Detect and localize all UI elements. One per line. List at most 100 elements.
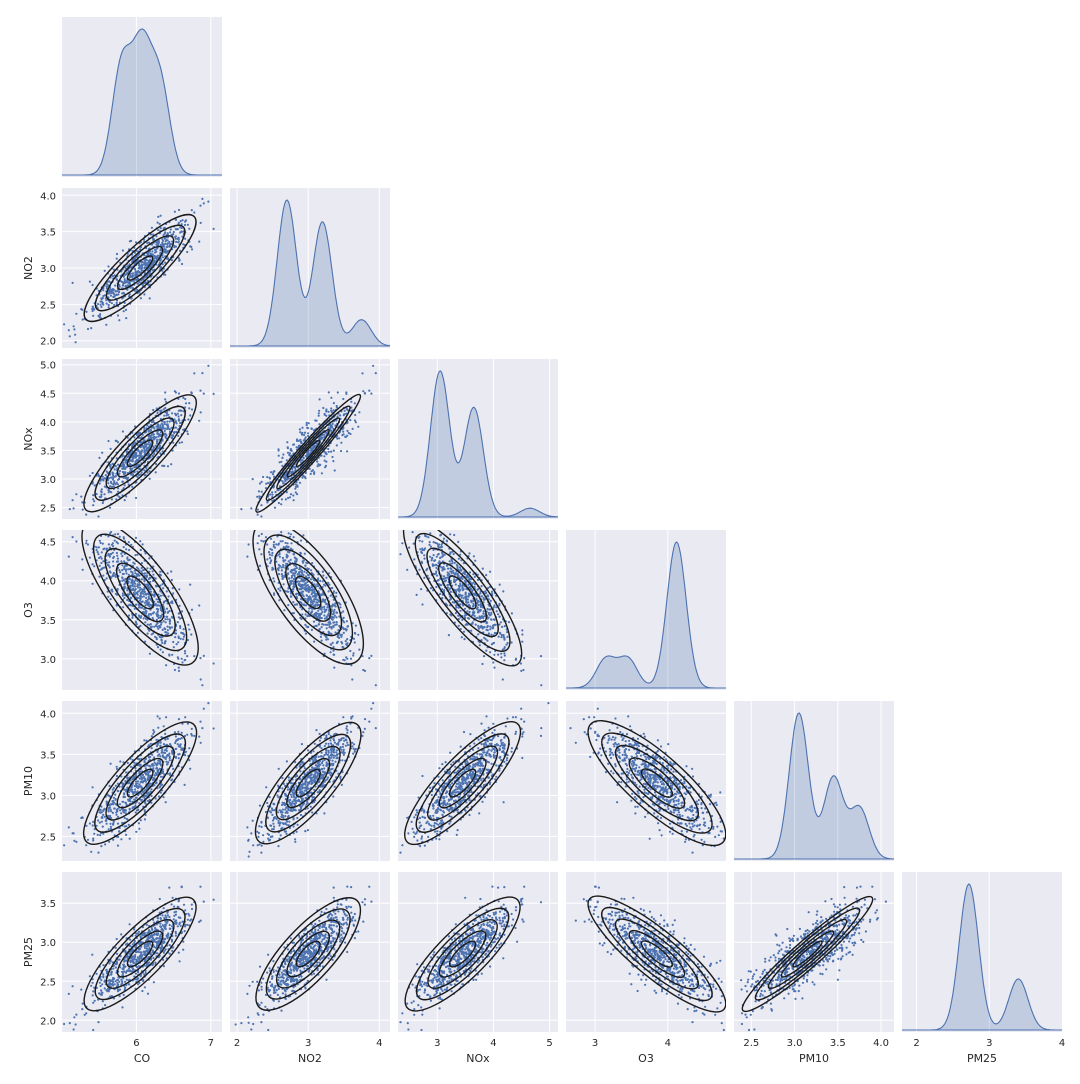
subplot-nox-vs-nox: [398, 359, 558, 519]
scatter-point: [332, 642, 334, 644]
scatter-point: [81, 558, 83, 560]
scatter-point: [166, 626, 168, 628]
scatter-point: [118, 319, 120, 321]
scatter-point: [163, 250, 165, 252]
scatter-point: [112, 565, 114, 567]
scatter-point: [170, 228, 172, 230]
scatter-point: [134, 454, 136, 456]
scatter-point: [182, 219, 184, 221]
scatter-point: [307, 427, 309, 429]
scatter-point: [162, 629, 164, 631]
scatter-point: [485, 650, 487, 652]
scatter-point: [311, 470, 313, 472]
scatter-point: [299, 439, 301, 441]
scatter-point: [90, 327, 92, 329]
scatter-point: [469, 611, 471, 613]
scatter-point: [180, 638, 182, 640]
scatter-point: [354, 633, 356, 635]
scatter-point: [130, 597, 132, 599]
scatter-point: [175, 414, 177, 416]
scatter-point: [199, 205, 201, 207]
scatter-point: [304, 432, 306, 434]
scatter-point: [326, 453, 328, 455]
scatter-point: [200, 222, 202, 224]
scatter-point: [284, 477, 286, 479]
scatter-point: [331, 587, 333, 589]
subplot-o3-vs-o3: [566, 530, 726, 690]
scatter-point: [278, 455, 280, 457]
scatter-point: [274, 491, 276, 493]
scatter-point: [140, 617, 142, 619]
scatter-point: [156, 638, 158, 640]
subplot-no2-vs-no2: [230, 188, 390, 348]
scatter-point: [179, 422, 181, 424]
scatter-point: [143, 293, 145, 295]
scatter-point: [280, 503, 282, 505]
scatter-point: [157, 222, 159, 224]
scatter-point: [120, 812, 122, 814]
scatter-point: [336, 621, 338, 623]
scatter-point: [292, 494, 294, 496]
scatter-point: [129, 282, 131, 284]
scatter-point: [134, 554, 136, 556]
scatter-point: [130, 240, 132, 242]
scatter-point: [290, 542, 292, 544]
scatter-point: [123, 310, 125, 312]
scatter-point: [489, 614, 491, 616]
scatter-point: [148, 261, 150, 263]
scatter-point: [294, 572, 296, 574]
scatter-point: [256, 496, 258, 498]
scatter-point: [135, 497, 137, 499]
scatter-point: [499, 633, 501, 635]
scatter-point: [164, 407, 166, 409]
scatter-point: [287, 542, 289, 544]
scatter-point: [522, 669, 524, 671]
scatter-point: [335, 616, 337, 618]
scatter-point: [102, 297, 104, 299]
scatter-point: [463, 631, 465, 633]
scatter-point: [116, 552, 118, 554]
scatter-point: [155, 471, 157, 473]
scatter-point: [179, 605, 181, 607]
scatter-point: [282, 540, 284, 542]
scatter-point: [115, 576, 117, 578]
scatter-point: [178, 757, 180, 759]
scatter-point: [140, 549, 142, 551]
scatter-point: [141, 268, 143, 270]
scatter-point: [138, 455, 140, 457]
scatter-point: [163, 234, 165, 236]
scatter-point: [310, 427, 312, 429]
scatter-point: [162, 587, 164, 589]
scatter-point: [486, 640, 488, 642]
scatter-point: [433, 554, 435, 556]
scatter-point: [290, 533, 292, 535]
scatter-point: [188, 228, 190, 230]
scatter-point: [146, 242, 148, 244]
scatter-point: [476, 617, 478, 619]
scatter-point: [292, 471, 294, 473]
scatter-point: [184, 221, 186, 223]
scatter-point: [299, 431, 301, 433]
y-tick-label: 4.5: [40, 538, 56, 549]
scatter-point: [131, 486, 133, 488]
scatter-point: [182, 243, 184, 245]
subplot-o3-vs-no2: [230, 504, 390, 690]
scatter-point: [493, 618, 495, 620]
scatter-point: [147, 603, 149, 605]
scatter-point: [143, 267, 145, 269]
scatter-point: [302, 562, 304, 564]
scatter-point: [540, 655, 542, 657]
scatter-point: [466, 595, 468, 597]
scatter-point: [429, 556, 431, 558]
scatter-point: [266, 501, 268, 503]
scatter-point: [321, 617, 323, 619]
scatter-point: [123, 464, 125, 466]
scatter-point: [93, 500, 95, 502]
scatter-point: [311, 586, 313, 588]
scatter-point: [126, 556, 128, 558]
scatter-point: [523, 657, 525, 659]
scatter-point: [144, 261, 146, 263]
scatter-point: [313, 598, 315, 600]
scatter-point: [319, 464, 321, 466]
scatter-point: [120, 601, 122, 603]
